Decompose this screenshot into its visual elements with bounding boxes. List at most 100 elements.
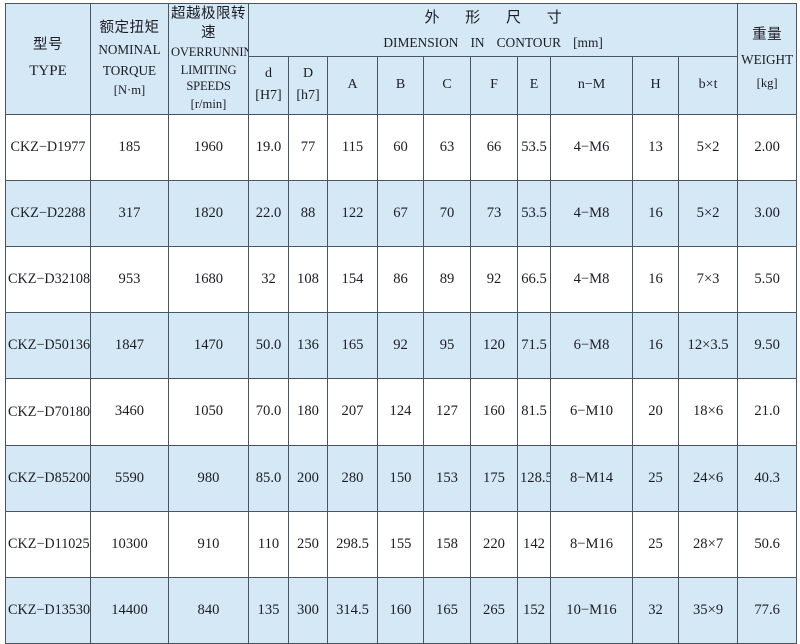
cell-E: 66.5 bbox=[517, 246, 551, 314]
header-col-d: d [H7] bbox=[248, 56, 289, 115]
cell-d: 85.0 bbox=[248, 444, 289, 512]
cell-nM: 6−M8 bbox=[550, 312, 633, 380]
cell-weight: 50.6 bbox=[737, 510, 798, 579]
cell-speed: 980 bbox=[168, 444, 249, 512]
cell-speed: 1470 bbox=[168, 312, 249, 380]
cell-type: CKZ−D85200 bbox=[5, 444, 91, 512]
cell-torque: 953 bbox=[90, 246, 169, 314]
cell-C: 165 bbox=[423, 576, 471, 644]
cell-nM: 4−M8 bbox=[550, 246, 633, 314]
cell-B: 150 bbox=[377, 444, 424, 512]
table-row: CKZ−D50136 1847 1470 50.0 136 165 92 95 120 71.5 6… bbox=[5, 312, 798, 380]
cell-C: 153 bbox=[423, 444, 471, 512]
table-row: CKZ−D70180 3460 1050 70.0 180 207 124 127 160 81.… bbox=[5, 378, 798, 446]
cell-speed: 1680 bbox=[168, 246, 249, 314]
table-row: CKZ−D32108 953 1680 32 108 154 86 89 92 66.5 4−M8 1… bbox=[5, 246, 798, 314]
cell-torque: 185 bbox=[90, 113, 169, 181]
header-weight-unit: [kg] bbox=[756, 75, 778, 90]
cell-weight: 40.3 bbox=[737, 444, 798, 512]
cell-F: 120 bbox=[470, 312, 518, 380]
cell-d: 70.0 bbox=[248, 378, 289, 446]
cell-speed: 1820 bbox=[168, 179, 249, 248]
header-speed-unit: [r/min] bbox=[190, 97, 227, 112]
cell-H: 16 bbox=[632, 312, 679, 380]
cell-D: 300 bbox=[288, 576, 328, 644]
header-nominal-torque: 额定扭矩 NOMINAL TORQUE [N·m] bbox=[90, 3, 169, 115]
cell-bt: 5×2 bbox=[677, 113, 739, 181]
cell-speed: 840 bbox=[168, 576, 249, 644]
cell-torque: 5590 bbox=[90, 444, 169, 512]
header-col-nM: n−M bbox=[550, 56, 633, 115]
header-speed-en1: OVERRUNNING bbox=[171, 45, 248, 60]
cell-speed: 1960 bbox=[168, 113, 249, 181]
cell-A: 165 bbox=[327, 312, 378, 380]
cell-E: 142 bbox=[517, 510, 551, 579]
cell-type: CKZ−D50136 bbox=[5, 312, 91, 380]
cell-bt: 7×3 bbox=[677, 246, 739, 314]
header-speed-cn: 超越极限转速 bbox=[171, 6, 246, 42]
cell-d: 19.0 bbox=[248, 113, 289, 181]
cell-type: CKZ−D110250 bbox=[5, 510, 91, 579]
cell-A: 207 bbox=[327, 378, 378, 446]
cell-weight: 9.50 bbox=[737, 312, 798, 380]
cell-C: 70 bbox=[423, 179, 471, 248]
cell-bt: 18×6 bbox=[677, 378, 739, 446]
cell-F: 92 bbox=[470, 246, 518, 314]
cell-type: CKZ−D135300 bbox=[5, 576, 91, 644]
cell-type: CKZ−D2288 bbox=[5, 179, 91, 248]
cell-C: 95 bbox=[423, 312, 471, 380]
cell-A: 280 bbox=[327, 444, 378, 512]
cell-torque: 317 bbox=[90, 179, 169, 248]
header-torque-cn: 额定扭矩 bbox=[99, 20, 160, 37]
cell-A: 154 bbox=[327, 246, 378, 314]
cell-type: CKZ−D1977 bbox=[5, 113, 91, 181]
cell-F: 265 bbox=[470, 576, 518, 644]
header-col-F: F bbox=[470, 56, 518, 115]
cell-B: 67 bbox=[377, 179, 424, 248]
cell-E: 53.5 bbox=[517, 113, 551, 181]
cell-weight: 77.6 bbox=[737, 576, 798, 644]
cell-d: 22.0 bbox=[248, 179, 289, 248]
cell-d: 50.0 bbox=[248, 312, 289, 380]
specification-table: 型号 TYPE 额定扭矩 NOMINAL TORQUE [N·m] 超越极限转速… bbox=[5, 2, 798, 644]
header-col-B: B bbox=[377, 56, 424, 115]
cell-nM: 4−M6 bbox=[550, 113, 633, 181]
cell-bt: 28×7 bbox=[677, 510, 739, 579]
header-overrunning-speed: 超越极限转速 OVERRUNNING LIMITING SPEEDS [r/mi… bbox=[168, 3, 249, 115]
cell-D: 180 bbox=[288, 378, 328, 446]
cell-H: 25 bbox=[632, 510, 679, 579]
cell-nM: 10−M16 bbox=[550, 576, 633, 644]
table-header: 型号 TYPE 额定扭矩 NOMINAL TORQUE [N·m] 超越极限转速… bbox=[5, 2, 798, 115]
header-torque-unit: [N·m] bbox=[113, 83, 146, 98]
cell-B: 124 bbox=[377, 378, 424, 446]
cell-type: CKZ−D32108 bbox=[5, 246, 91, 314]
header-dimension-en-b: IN bbox=[470, 34, 485, 50]
header-dimension-en-c: CONTOUR bbox=[496, 34, 562, 50]
cell-nM: 4−M8 bbox=[550, 179, 633, 248]
header-type-en: TYPE bbox=[29, 62, 67, 79]
cell-C: 127 bbox=[423, 378, 471, 446]
header-col-d-label: d bbox=[265, 66, 272, 82]
header-weight-cn: 重量 bbox=[752, 27, 783, 44]
cell-weight: 2.00 bbox=[737, 113, 798, 181]
cell-D: 136 bbox=[288, 312, 328, 380]
cell-H: 25 bbox=[632, 444, 679, 512]
cell-H: 16 bbox=[632, 246, 679, 314]
header-type-cn: 型号 bbox=[33, 37, 63, 54]
cell-A: 115 bbox=[327, 113, 378, 181]
header-col-D-tol: [h7] bbox=[296, 87, 320, 103]
header-col-A: A bbox=[327, 56, 378, 115]
header-col-D: D [h7] bbox=[288, 56, 328, 115]
header-row-sub: d [H7] D [h7] A B C F E n−M H b×t bbox=[6, 56, 797, 115]
table-row: CKZ−D110250 10300 910 110 250 298.5 155 158 220 1… bbox=[5, 510, 798, 579]
cell-D: 108 bbox=[288, 246, 328, 314]
cell-speed: 910 bbox=[168, 510, 249, 579]
cell-torque: 3460 bbox=[90, 378, 169, 446]
cell-nM: 8−M14 bbox=[550, 444, 633, 512]
cell-D: 88 bbox=[288, 179, 328, 248]
cell-weight: 21.0 bbox=[737, 378, 798, 446]
header-col-bt: b×t bbox=[677, 56, 739, 115]
header-type: 型号 TYPE bbox=[5, 3, 91, 115]
cell-E: 53.5 bbox=[517, 179, 551, 248]
cell-bt: 35×9 bbox=[677, 576, 739, 644]
